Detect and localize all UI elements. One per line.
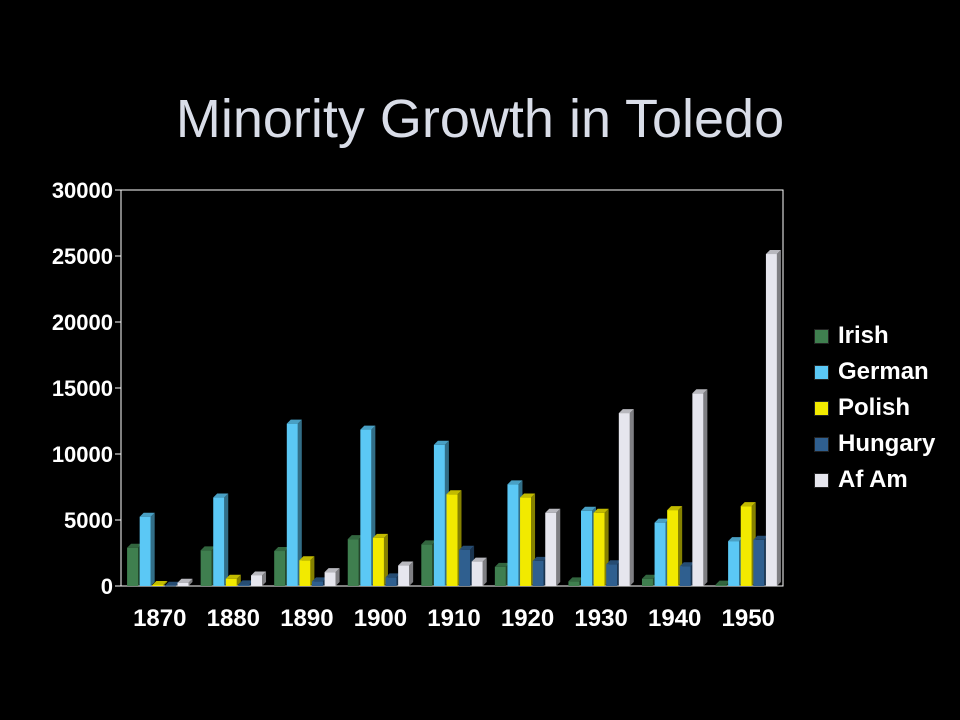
bar-af-am-1930 xyxy=(618,409,634,586)
legend-item-polish: Polish xyxy=(814,390,935,426)
x-tick-label: 1900 xyxy=(354,605,407,632)
legend-label: Hungary xyxy=(838,430,936,457)
slide-title: Minority Growth in Toledo xyxy=(175,89,785,149)
y-tick-label: 20000 xyxy=(52,310,113,335)
bar-af-am-1900 xyxy=(398,561,414,586)
legend-label: Polish xyxy=(838,394,911,421)
y-tick-label: 30000 xyxy=(52,178,113,203)
x-tick-label: 1950 xyxy=(722,605,775,632)
x-tick-label: 1920 xyxy=(501,605,554,632)
y-tick-label: 5000 xyxy=(64,508,113,533)
bar-af-am-1870 xyxy=(177,578,193,586)
y-tick-label: 0 xyxy=(101,574,113,599)
bar-af-am-1880 xyxy=(251,571,267,586)
legend-swatch xyxy=(814,328,829,344)
y-tick-label: 15000 xyxy=(52,376,113,401)
x-tick-label: 1910 xyxy=(427,605,480,632)
legend-item-irish: Irish xyxy=(814,318,935,354)
bar-af-am-1920 xyxy=(545,508,561,586)
bar-german-1880 xyxy=(213,493,229,586)
legend-label: German xyxy=(838,358,929,385)
bar-af-am-1890 xyxy=(324,568,340,586)
chart-legend: Irish German Polish Hungary Af Am xyxy=(814,318,935,498)
legend-item-af-am: Af Am xyxy=(814,462,935,498)
bar-af-am-1950 xyxy=(765,250,781,586)
legend-label: Af Am xyxy=(838,466,908,493)
bar-polish-1870 xyxy=(152,580,168,586)
legend-swatch xyxy=(814,436,829,452)
legend-swatch xyxy=(814,472,829,488)
legend-item-hungary: Hungary xyxy=(814,426,935,462)
bar-polish-1880 xyxy=(225,574,241,586)
legend-swatch xyxy=(814,364,829,380)
legend-label: Irish xyxy=(838,322,889,349)
legend-item-german: German xyxy=(814,354,935,390)
x-tick-label: 1870 xyxy=(133,605,186,632)
bar-german-1890 xyxy=(286,419,302,586)
y-tick-label: 25000 xyxy=(52,244,113,269)
bar-af-am-1940 xyxy=(692,389,708,586)
x-tick-label: 1880 xyxy=(207,605,260,632)
legend-swatch xyxy=(814,400,829,416)
x-tick-label: 1890 xyxy=(280,605,333,632)
y-tick-label: 10000 xyxy=(52,442,113,467)
x-tick-label: 1940 xyxy=(648,605,701,632)
bar-polish-1900 xyxy=(372,533,388,586)
bar-polish-1890 xyxy=(299,556,315,586)
bar-german-1870 xyxy=(139,512,155,586)
x-tick-label: 1930 xyxy=(574,605,627,632)
bar-af-am-1910 xyxy=(471,557,487,586)
